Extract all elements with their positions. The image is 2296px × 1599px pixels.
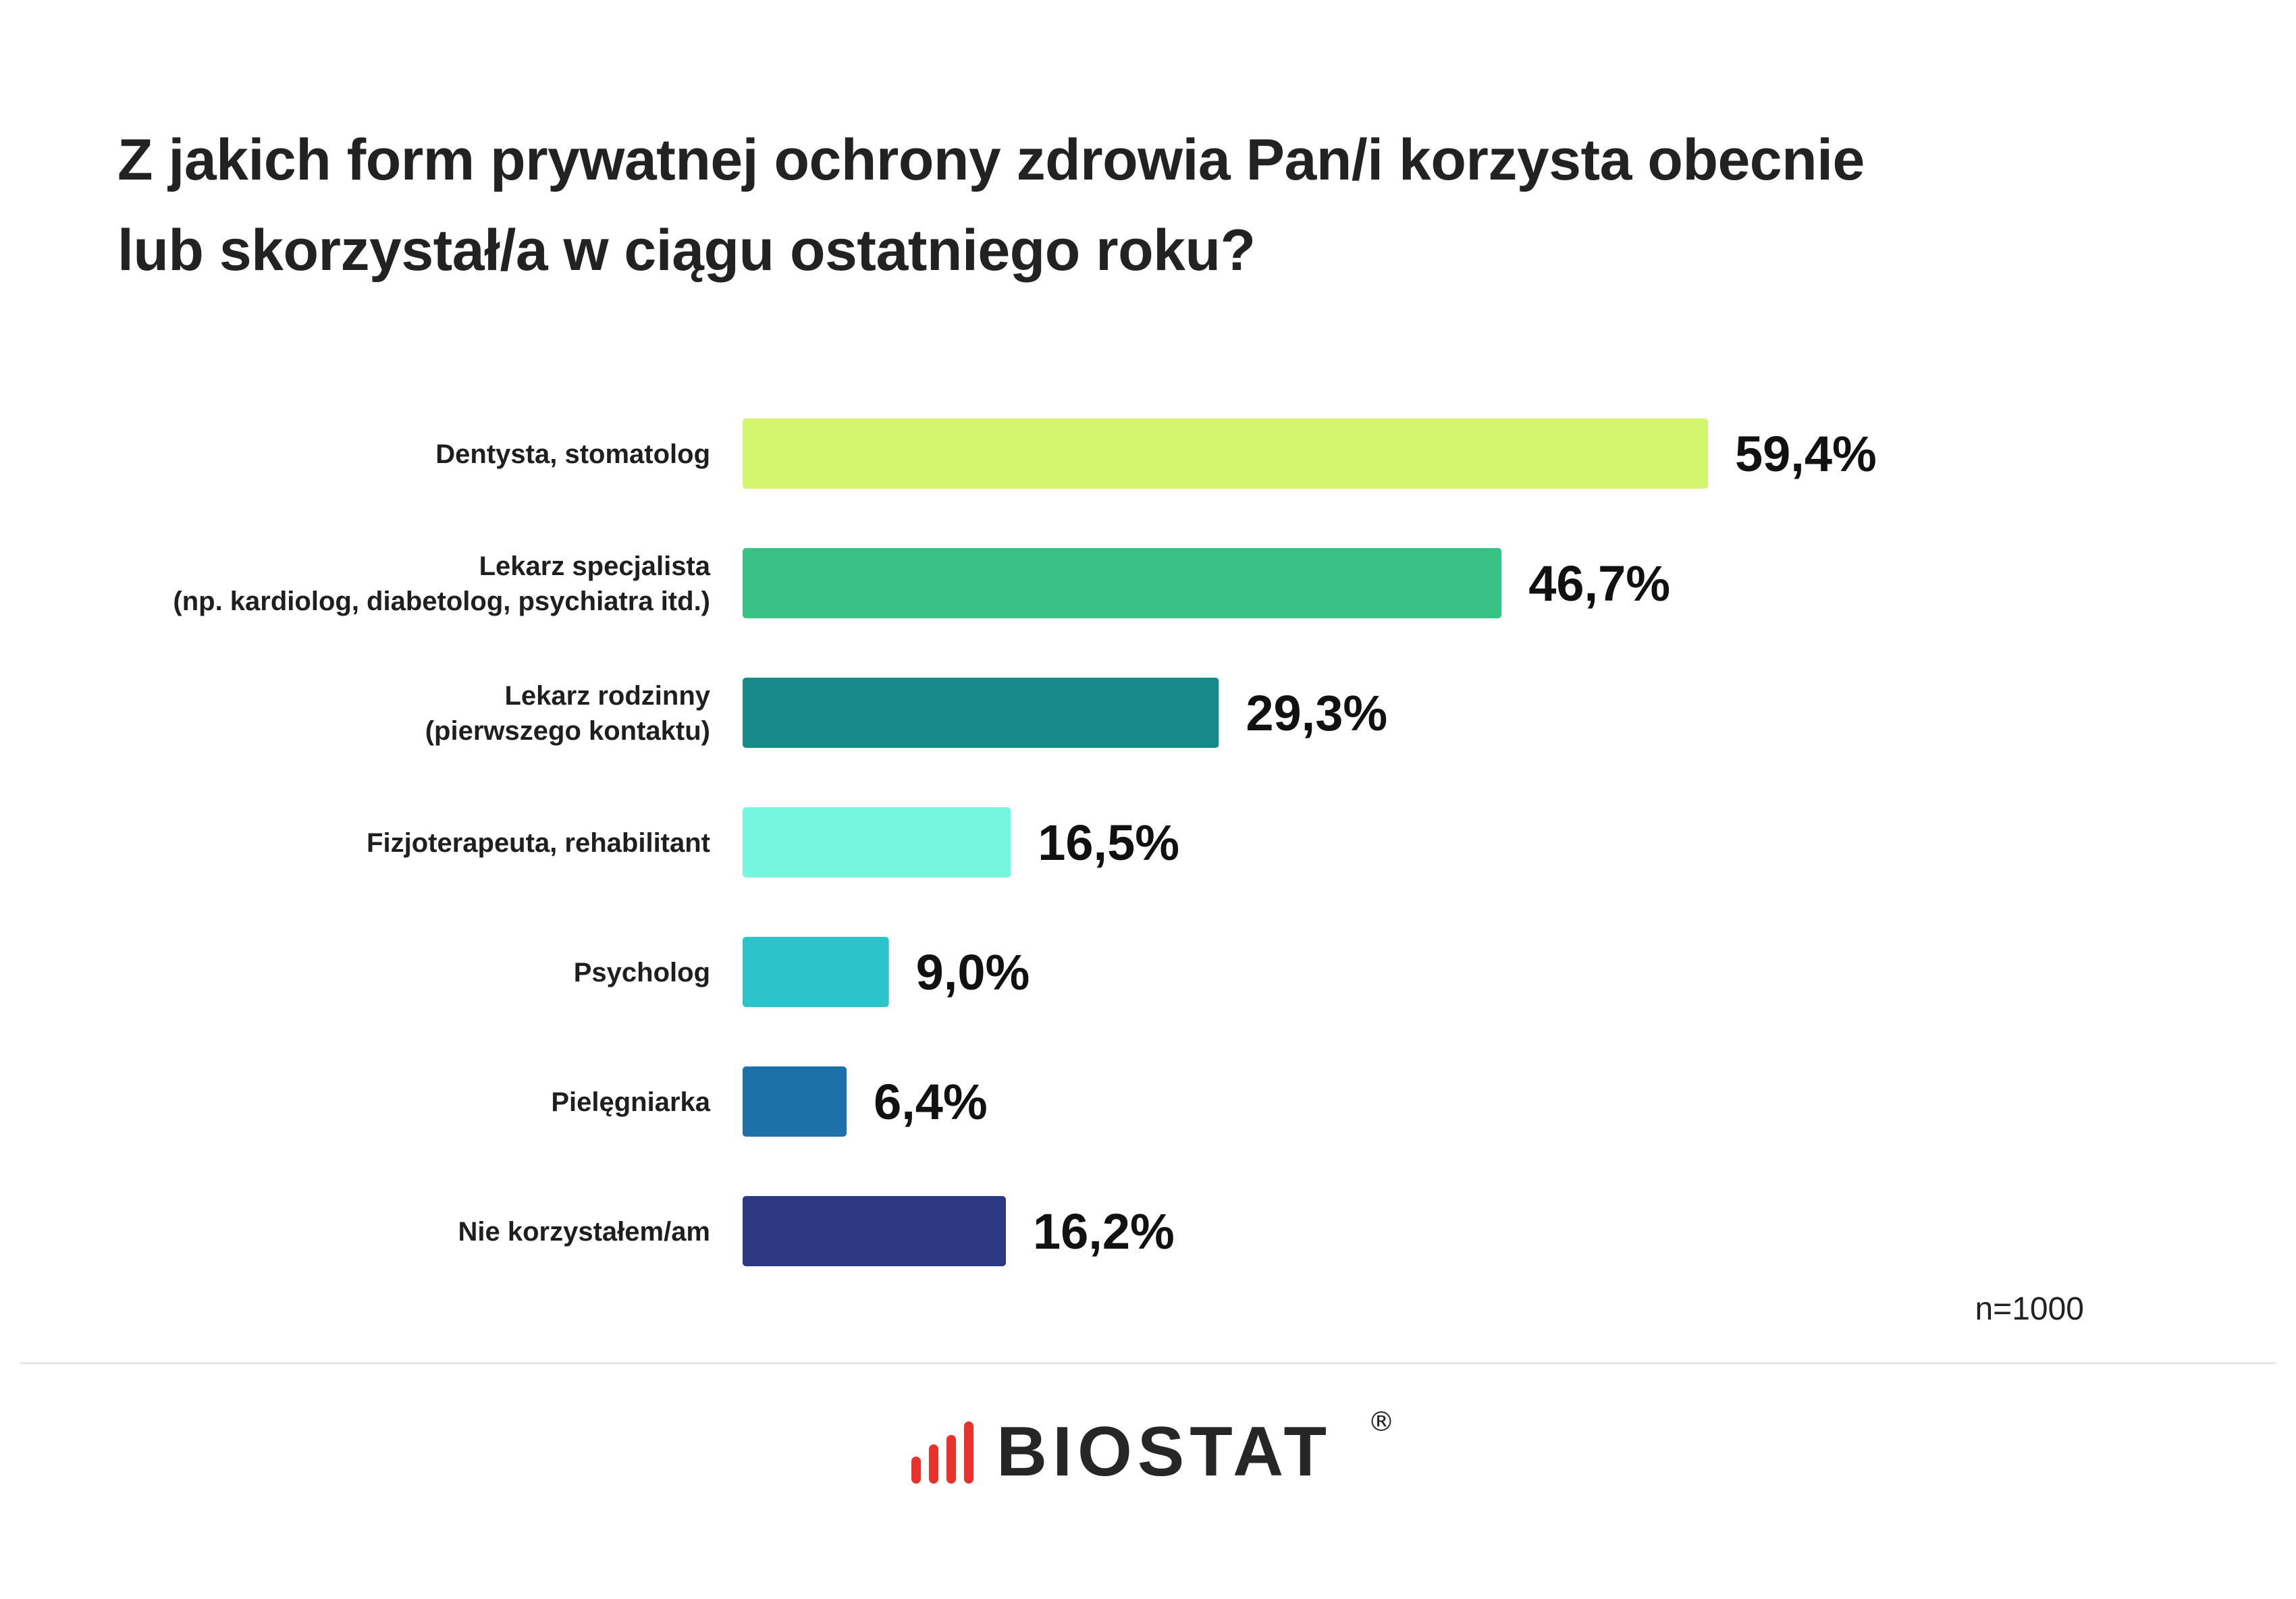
chart-title-line-2: lub skorzystał/a w ciągu ostatniego roku… (117, 218, 1256, 283)
category-label-1: Dentysta, stomatolog (435, 439, 710, 469)
footer-divider (20, 1362, 2276, 1364)
value-label-7: 16,2% (1033, 1203, 1175, 1259)
bar-3 (743, 678, 1219, 748)
sample-size-note: n=1000 (1975, 1291, 2084, 1327)
category-label-4: Fizjoterapeuta, rehabilitant (367, 828, 710, 858)
bar-6 (743, 1066, 847, 1137)
category-label-2-line-2: (np. kardiolog, diabetolog, psychiatra i… (173, 587, 710, 616)
chart-title-line-1: Z jakich form prywatnej ochrony zdrowia … (117, 128, 1865, 192)
category-label-3-line-1: Lekarz rodzinny (504, 681, 710, 711)
bar-4 (743, 807, 1011, 877)
bar-2 (743, 548, 1502, 618)
bar-7 (743, 1196, 1006, 1266)
category-label-7: Nie korzystałem/am (458, 1217, 710, 1247)
value-label-2: 46,7% (1528, 555, 1670, 612)
value-label-1: 59,4% (1735, 426, 1877, 482)
category-label-6: Pielęgniarka (551, 1087, 710, 1117)
bar-1 (743, 418, 1708, 489)
category-label-2-line-1: Lekarz specjalista (479, 551, 711, 581)
bar-5 (743, 937, 889, 1007)
logo-bars-icon (911, 1421, 973, 1484)
value-label-4: 16,5% (1038, 815, 1179, 871)
category-label-3-line-2: (pierwszego kontaktu) (425, 716, 710, 746)
category-label-5: Psycholog (574, 958, 710, 987)
logo-text: BIOSTAT (996, 1413, 1332, 1491)
value-label-3: 29,3% (1246, 685, 1387, 741)
biostat-logo: BIOSTAT ® (909, 1407, 1395, 1491)
chart-title: Z jakich form prywatnej ochrony zdrowia … (117, 115, 2075, 296)
value-label-5: 9,0% (916, 944, 1030, 1000)
registered-mark: ® (1368, 1407, 1395, 1438)
value-label-6: 6,4% (874, 1074, 988, 1130)
